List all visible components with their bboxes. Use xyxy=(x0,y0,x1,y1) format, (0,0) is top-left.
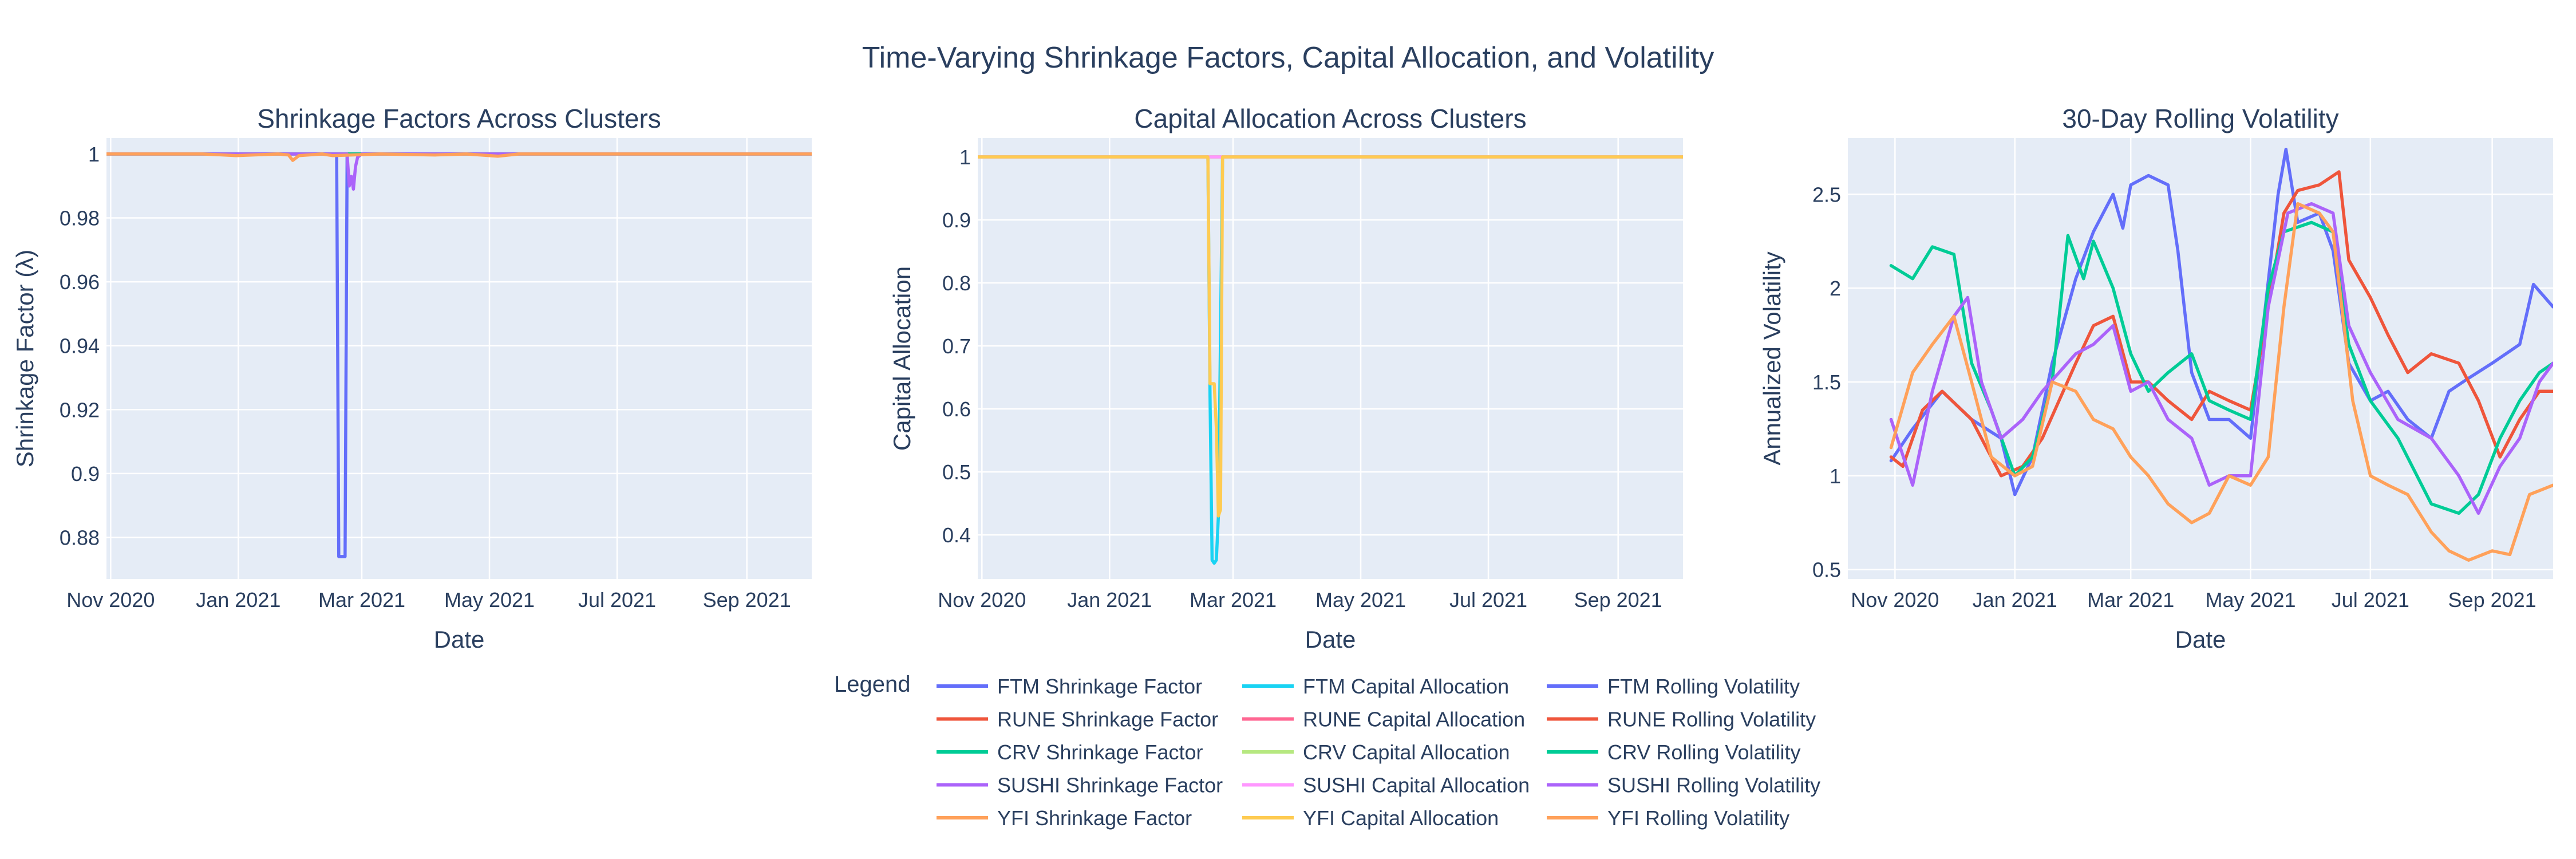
y-tick-label: 2 xyxy=(1830,277,1841,300)
legend-item-ftm-shrinkage-factor[interactable]: FTM Shrinkage Factor xyxy=(937,675,1202,698)
subplot-2: 0.4 0.5 0.6 0.7 0.8 0.9 1 Nov 2020 Jan 2021 Mar 2… xyxy=(888,104,1683,653)
x-tick-label: Jan 2021 xyxy=(196,588,280,612)
subplot-title: 30-Day Rolling Volatility xyxy=(2062,104,2338,133)
legend-item-rune-capital-allocation[interactable]: RUNE Capital Allocation xyxy=(1242,708,1525,731)
y-tick-label: 0.7 xyxy=(942,334,971,358)
plot-area xyxy=(978,138,1683,579)
x-tick-label: Sep 2021 xyxy=(1574,588,1662,612)
y-tick-label: 0.5 xyxy=(1812,558,1841,582)
x-tick-label: Nov 2020 xyxy=(66,588,155,612)
x-tick-label: Nov 2020 xyxy=(1851,588,1939,612)
legend-label: YFI Shrinkage Factor xyxy=(997,806,1192,830)
legend-label: YFI Rolling Volatility xyxy=(1607,806,1789,830)
legend-label: FTM Shrinkage Factor xyxy=(997,675,1202,698)
legend-label: CRV Capital Allocation xyxy=(1303,740,1510,764)
y-axis-label: Capital Allocation xyxy=(888,266,915,451)
x-tick-label: Jul 2021 xyxy=(1449,588,1527,612)
y-tick-label: 0.9 xyxy=(942,208,971,232)
legend-item-yfi-capital-allocation[interactable]: YFI Capital Allocation xyxy=(1242,806,1499,830)
y-tick-label: 0.4 xyxy=(942,523,971,547)
y-tick-label: 0.6 xyxy=(942,397,971,421)
x-tick-label: Sep 2021 xyxy=(703,588,791,612)
series-line-yfi-shrinkage-factor xyxy=(106,152,812,162)
y-tick-label: 0.88 xyxy=(60,526,100,549)
legend-item-sushi-capital-allocation[interactable]: SUSHI Capital Allocation xyxy=(1242,774,1530,797)
x-axis-label: Date xyxy=(434,626,485,653)
series-group xyxy=(106,152,812,558)
y-axis-label: Annualized Volatility xyxy=(1759,251,1785,466)
legend-item-yfi-rolling-volatility[interactable]: YFI Rolling Volatility xyxy=(1547,806,1789,830)
subplot-3: 0.5 1 1.5 2 2.5 Nov 2020 Jan 2021 Mar 2021 May 2… xyxy=(1759,104,2553,653)
x-axis-label: Date xyxy=(2175,626,2226,653)
y-tick-label: 0.5 xyxy=(942,460,971,484)
legend-item-yfi-shrinkage-factor[interactable]: YFI Shrinkage Factor xyxy=(937,806,1192,830)
y-tick-label: 0.96 xyxy=(60,270,100,294)
legend-item-sushi-rolling-volatility[interactable]: SUSHI Rolling Volatility xyxy=(1547,774,1820,797)
x-tick-label: May 2021 xyxy=(1315,588,1406,612)
series-group xyxy=(978,155,1683,565)
legend-item-crv-shrinkage-factor[interactable]: CRV Shrinkage Factor xyxy=(937,740,1203,764)
x-tick-label: Mar 2021 xyxy=(2087,588,2174,612)
x-tick-label: Sep 2021 xyxy=(2448,588,2537,612)
series-group xyxy=(1889,147,2553,562)
y-tick-label: 1 xyxy=(88,143,100,166)
y-tick-label: 1.5 xyxy=(1812,371,1841,394)
x-tick-label: Jul 2021 xyxy=(2332,588,2409,612)
legend-label: CRV Rolling Volatility xyxy=(1607,740,1800,764)
legend-title: Legend xyxy=(834,672,910,697)
x-tick-label: May 2021 xyxy=(2205,588,2296,612)
x-tick-label: Mar 2021 xyxy=(1190,588,1277,612)
x-tick-label: Jan 2021 xyxy=(1067,588,1152,612)
legend-label: RUNE Capital Allocation xyxy=(1303,708,1525,731)
legend-label: RUNE Rolling Volatility xyxy=(1607,708,1816,731)
legend-label: FTM Rolling Volatility xyxy=(1607,675,1800,698)
x-axis-label: Date xyxy=(1305,626,1356,653)
legend-label: RUNE Shrinkage Factor xyxy=(997,708,1218,731)
y-axis-label: Shrinkage Factor (λ) xyxy=(11,250,38,467)
legend: Legend FTM Shrinkage Factor RUNE Shrinkage… xyxy=(834,672,1820,830)
y-tick-label: 2.5 xyxy=(1812,183,1841,206)
plot-area xyxy=(106,138,812,579)
y-tick-label: 0.94 xyxy=(60,334,100,358)
y-tick-label: 0.8 xyxy=(942,271,971,295)
subplot-title: Shrinkage Factors Across Clusters xyxy=(257,104,661,133)
y-tick-label: 1 xyxy=(1830,464,1841,488)
x-tick-label: Jan 2021 xyxy=(1973,588,2057,612)
legend-item-ftm-capital-allocation[interactable]: FTM Capital Allocation xyxy=(1242,675,1509,698)
legend-label: SUSHI Shrinkage Factor xyxy=(997,774,1223,797)
legend-item-rune-rolling-volatility[interactable]: RUNE Rolling Volatility xyxy=(1547,708,1816,731)
figure-title: Time-Varying Shrinkage Factors, Capital … xyxy=(862,41,1714,74)
legend-item-crv-capital-allocation[interactable]: CRV Capital Allocation xyxy=(1242,740,1510,764)
legend-label: CRV Shrinkage Factor xyxy=(997,740,1203,764)
legend-item-ftm-rolling-volatility[interactable]: FTM Rolling Volatility xyxy=(1547,675,1800,698)
legend-label: SUSHI Capital Allocation xyxy=(1303,774,1530,797)
y-tick-label: 0.9 xyxy=(71,462,100,486)
subplot-title: Capital Allocation Across Clusters xyxy=(1134,104,1526,133)
y-tick-label: 1 xyxy=(959,145,971,169)
subplot-1: 0.88 0.9 0.92 0.94 0.96 0.98 1 Nov 2020 Jan 2021… xyxy=(11,104,812,653)
legend-label: SUSHI Rolling Volatility xyxy=(1607,774,1820,797)
series-line-yfi-capital-allocation xyxy=(978,155,1683,518)
x-tick-label: Mar 2021 xyxy=(318,588,405,612)
x-tick-label: Jul 2021 xyxy=(578,588,656,612)
series-line-crv-rolling-volatility xyxy=(1889,220,2553,515)
x-tick-label: Nov 2020 xyxy=(938,588,1026,612)
legend-label: FTM Capital Allocation xyxy=(1303,675,1509,698)
legend-item-sushi-shrinkage-factor[interactable]: SUSHI Shrinkage Factor xyxy=(937,774,1223,797)
series-line-yfi-rolling-volatility xyxy=(1889,202,2553,562)
x-tick-label: May 2021 xyxy=(444,588,535,612)
y-tick-label: 0.98 xyxy=(60,206,100,230)
legend-item-rune-shrinkage-factor[interactable]: RUNE Shrinkage Factor xyxy=(937,708,1218,731)
series-line-sushi-rolling-volatility xyxy=(1889,202,2553,515)
legend-label: YFI Capital Allocation xyxy=(1303,806,1499,830)
legend-item-crv-rolling-volatility[interactable]: CRV Rolling Volatility xyxy=(1547,740,1800,764)
y-tick-label: 0.92 xyxy=(60,398,100,421)
